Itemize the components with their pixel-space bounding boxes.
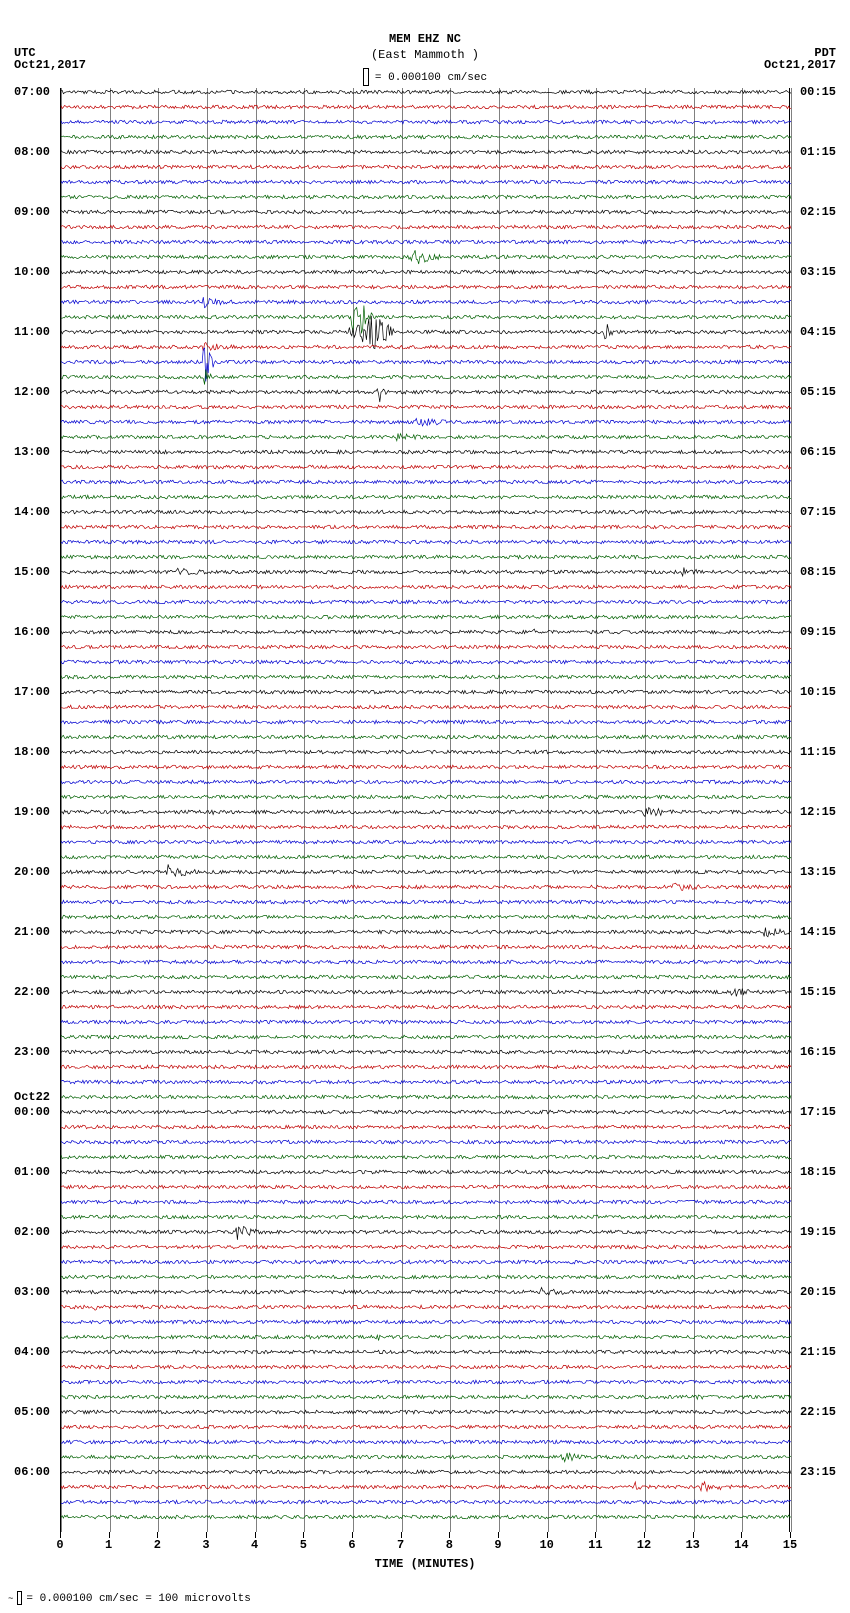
seismic-trace [61,1497,791,1537]
utc-time-label: 07:00 [14,85,50,99]
pdt-time-label: 12:15 [800,805,836,819]
utc-time-label: 17:00 [14,685,50,699]
utc-time-label: 16:00 [14,625,50,639]
utc-time-label: 10:00 [14,265,50,279]
utc-time-label: 22:00 [14,985,50,999]
utc-date-label: Oct21,2017 [14,58,86,72]
utc-time-label: 12:00 [14,385,50,399]
utc-time-label: 11:00 [14,325,50,339]
pdt-time-label: 14:15 [800,925,836,939]
pdt-time-label: 17:15 [800,1105,836,1119]
pdt-time-label: 03:15 [800,265,836,279]
x-tick-label: 0 [56,1538,63,1552]
pdt-time-label: 20:15 [800,1285,836,1299]
pdt-time-label: 15:15 [800,985,836,999]
utc-time-label: 02:00 [14,1225,50,1239]
x-tick-label: 14 [734,1538,748,1552]
utc-time-label: 09:00 [14,205,50,219]
utc-time-label: 21:00 [14,925,50,939]
pdt-time-label: 23:15 [800,1465,836,1479]
utc-time-label: 06:00 [14,1465,50,1479]
x-tick-label: 3 [202,1538,209,1552]
pdt-time-label: 02:15 [800,205,836,219]
utc-time-label: 05:00 [14,1405,50,1419]
pdt-time-label: 16:15 [800,1045,836,1059]
seismogram-container: MEM EHZ NC (East Mammoth ) = 0.000100 cm… [0,0,850,1613]
station-title: MEM EHZ NC [0,32,850,46]
pdt-time-label: 06:15 [800,445,836,459]
x-tick-label: 12 [637,1538,651,1552]
utc-time-label: 13:00 [14,445,50,459]
x-tick-label: 1 [105,1538,112,1552]
x-tick-label: 6 [348,1538,355,1552]
pdt-time-label: 09:15 [800,625,836,639]
pdt-time-label: 05:15 [800,385,836,399]
utc-time-label: 08:00 [14,145,50,159]
x-tick-label: 15 [783,1538,797,1552]
utc-time-label: 23:00 [14,1045,50,1059]
footer-scale-bar-icon [17,1591,22,1605]
x-tick-label: 9 [494,1538,501,1552]
pdt-time-label: 01:15 [800,145,836,159]
utc-time-label: 04:00 [14,1345,50,1359]
pdt-time-label: 11:15 [800,745,836,759]
x-tick-label: 11 [588,1538,602,1552]
gridline [791,88,792,1532]
pdt-time-label: 07:15 [800,505,836,519]
pdt-date-label: Oct21,2017 [764,58,836,72]
x-tick-label: 10 [539,1538,553,1552]
pdt-time-label: 21:15 [800,1345,836,1359]
utc-time-label: 15:00 [14,565,50,579]
pdt-time-label: 19:15 [800,1225,836,1239]
x-tick-label: 2 [154,1538,161,1552]
utc-time-label: 00:00 [14,1105,50,1119]
utc-time-label: 18:00 [14,745,50,759]
pdt-time-label: 10:15 [800,685,836,699]
pdt-time-label: 08:15 [800,565,836,579]
pdt-time-label: 00:15 [800,85,836,99]
footer-note: ~= 0.000100 cm/sec = 100 microvolts [8,1591,251,1605]
utc-time-label: Oct22 [14,1090,50,1104]
x-tick-label: 8 [446,1538,453,1552]
pdt-time-label: 04:15 [800,325,836,339]
utc-time-label: 01:00 [14,1165,50,1179]
pdt-time-label: 18:15 [800,1165,836,1179]
x-axis-label: TIME (MINUTES) [0,1557,850,1571]
pdt-time-label: 13:15 [800,865,836,879]
x-tick-label: 4 [251,1538,258,1552]
plot-area [60,88,790,1532]
pdt-time-label: 22:15 [800,1405,836,1419]
utc-time-label: 03:00 [14,1285,50,1299]
x-tick-label: 5 [300,1538,307,1552]
x-tick-label: 7 [397,1538,404,1552]
station-subtitle: (East Mammoth ) [0,48,850,62]
x-axis-ticks: 0123456789101112131415 [60,1538,790,1558]
utc-time-label: 20:00 [14,865,50,879]
utc-time-label: 19:00 [14,805,50,819]
x-tick-label: 13 [685,1538,699,1552]
utc-time-label: 14:00 [14,505,50,519]
